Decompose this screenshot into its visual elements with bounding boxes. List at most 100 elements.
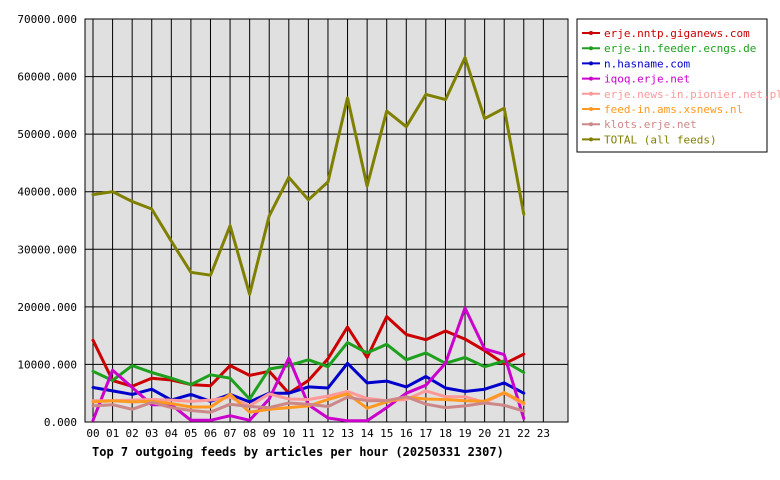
data-point	[150, 377, 153, 380]
data-point	[425, 403, 427, 405]
data-point	[209, 411, 212, 414]
data-point	[346, 326, 349, 328]
data-point	[229, 414, 231, 417]
data-point	[111, 190, 114, 193]
data-point	[268, 215, 271, 217]
data-point	[385, 380, 388, 382]
data-point	[483, 365, 486, 368]
data-point	[346, 362, 349, 365]
y-tick-label: 60000.000	[17, 71, 77, 84]
grid	[85, 18, 568, 423]
data-point	[229, 403, 231, 405]
data-point	[346, 97, 349, 99]
data-point	[425, 352, 427, 354]
data-point	[503, 353, 505, 356]
data-point	[503, 391, 505, 394]
data-point	[150, 388, 153, 390]
data-point	[131, 364, 133, 367]
data-point	[288, 364, 290, 367]
data-point	[268, 368, 271, 370]
x-tick-label: 11	[302, 427, 315, 440]
data-point	[522, 402, 525, 404]
data-point	[111, 403, 114, 406]
data-point	[385, 399, 388, 402]
plot-background	[85, 19, 568, 422]
plot-frame	[84, 18, 569, 423]
y-tick-label: 70000.000	[17, 13, 77, 26]
data-point	[444, 362, 447, 365]
data-point	[150, 208, 153, 210]
y-tick-label: 50000.000	[17, 128, 77, 141]
data-point	[522, 353, 525, 355]
data-point	[248, 293, 251, 295]
y-tick-label: 30000.000	[17, 243, 77, 256]
data-point	[405, 125, 408, 128]
data-point	[92, 401, 94, 403]
data-point	[405, 392, 408, 395]
data-point	[248, 401, 251, 403]
x-tick-label: 21	[498, 427, 511, 440]
data-point	[425, 338, 427, 341]
data-point	[346, 341, 349, 344]
data-point	[327, 405, 329, 408]
data-point	[209, 373, 212, 376]
data-point	[307, 398, 310, 401]
x-axis: 00 01 02 03 04 05 06 07 08 09 10 11 12 13 14 15 16 17 18 19…	[86, 427, 550, 440]
data-point	[209, 274, 212, 276]
data-point	[209, 419, 212, 422]
data-point	[464, 395, 466, 398]
x-tick-label: 04	[165, 427, 179, 440]
x-tick-label: 20	[478, 427, 491, 440]
data-point	[248, 419, 251, 422]
legend-marker	[589, 31, 593, 35]
data-point	[111, 399, 114, 402]
data-point	[327, 398, 329, 401]
data-point	[307, 198, 310, 201]
data-point	[288, 406, 290, 409]
data-point	[444, 395, 447, 398]
data-point	[170, 240, 173, 243]
data-point	[464, 307, 466, 309]
data-point	[190, 271, 192, 274]
legend-label: TOTAL (all feeds)	[604, 133, 717, 146]
data-point	[307, 359, 310, 361]
data-point	[503, 404, 505, 407]
data-point	[366, 399, 368, 402]
legend: erje.nntp.giganews.com erje-in.feeder.ecn…	[576, 18, 780, 153]
data-point	[464, 399, 466, 402]
data-point	[483, 388, 486, 390]
x-tick-label: 09	[263, 427, 276, 440]
x-tick-label: 23	[537, 427, 550, 440]
x-tick-label: 07	[223, 427, 236, 440]
data-point	[464, 356, 466, 359]
data-point	[444, 98, 447, 101]
legend-marker	[589, 76, 593, 81]
legend-label: iqoq.erje.net	[604, 73, 690, 86]
x-tick-label: 15	[380, 427, 393, 440]
data-point	[483, 117, 486, 120]
data-point	[92, 419, 94, 422]
data-point	[92, 370, 94, 373]
legend-marker	[589, 137, 593, 142]
data-point	[268, 398, 271, 400]
data-point	[170, 399, 173, 401]
data-point	[327, 365, 329, 368]
data-point	[307, 379, 310, 382]
data-point	[405, 395, 408, 398]
data-point	[425, 93, 427, 96]
data-point	[346, 396, 349, 399]
data-point	[444, 406, 447, 409]
x-tick-label: 16	[400, 427, 413, 440]
data-point	[248, 374, 251, 377]
data-point	[92, 193, 94, 196]
data-point	[327, 357, 329, 360]
x-tick-label: 19	[458, 427, 471, 440]
y-axis: 0.000 10000.000 20000.000 30000.000 40000.00…	[17, 13, 77, 429]
data-point	[229, 224, 231, 227]
data-point	[385, 406, 388, 409]
data-point	[190, 393, 192, 396]
data-point	[366, 356, 368, 359]
data-point	[229, 396, 231, 399]
data-point	[366, 420, 368, 422]
